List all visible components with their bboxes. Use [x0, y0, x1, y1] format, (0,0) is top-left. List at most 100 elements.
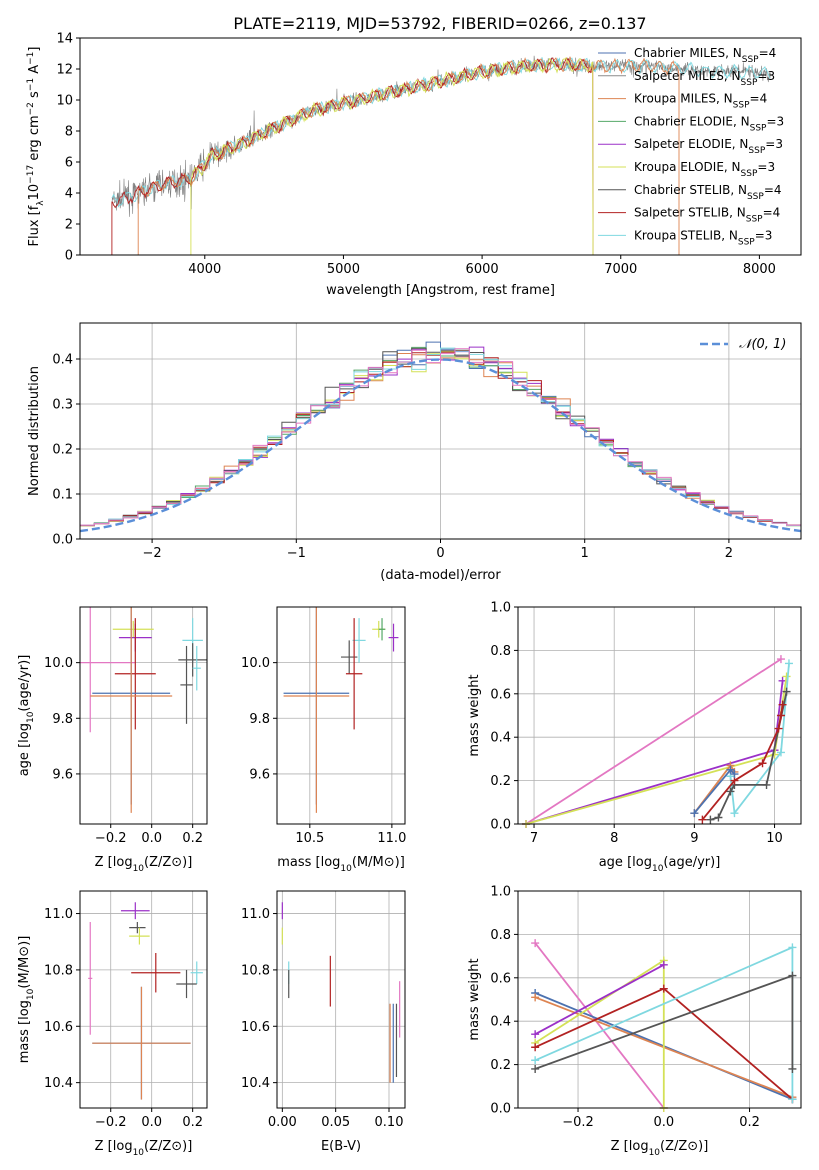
y-axis-label: Flux [fλ10−17 erg cm−2 s−1 A−1] — [26, 47, 46, 247]
y-tick-label: 11.0 — [241, 907, 270, 922]
weight-point — [531, 1043, 540, 1052]
x-tick-label: −2 — [143, 546, 162, 561]
weight-point — [778, 700, 787, 709]
legend-entry: Salpeter STELIB, NSSP=4 — [634, 206, 780, 225]
y-axis-label: mass [log10(M/M⊙)] — [17, 936, 36, 1064]
spectrum-lines — [111, 55, 771, 255]
x-tick-label: 0.05 — [321, 1115, 350, 1130]
weight-point — [776, 655, 785, 664]
weight-point — [788, 971, 797, 980]
legend-entry: 𝒩(0, 1) — [739, 337, 786, 352]
y-tick-label: 9.6 — [249, 767, 270, 782]
weight-point — [659, 960, 668, 969]
x-tick-label: −0.2 — [562, 1115, 594, 1130]
x-tick-label: 0.2 — [739, 1115, 760, 1130]
weight-point — [531, 993, 540, 1002]
weight_vs_Z-frame — [517, 890, 802, 1109]
x-tick-label: 0.0 — [141, 831, 162, 846]
y-tick-label: 9.8 — [52, 712, 73, 727]
y-tick-label: 0.4 — [490, 1015, 511, 1030]
weight-point — [706, 815, 715, 824]
weight-series — [534, 942, 665, 1109]
x-tick-label: 0 — [436, 546, 444, 561]
errorbars — [283, 607, 399, 813]
weight-vs-age-panel: 7 8 9 10 0.0 0.2 0.4 0.6 0.8 1.0 age [log10(age/yr… — [467, 601, 802, 874]
x-axis-label: E(B-V) — [321, 1139, 361, 1154]
errorbars — [88, 902, 203, 1100]
legend-entry: Salpeter MILES, NSSP=3 — [634, 69, 775, 88]
y-tick-label: 1.0 — [490, 601, 511, 616]
x-tick-label: 2 — [725, 546, 733, 561]
x-tick-label: 7000 — [604, 262, 637, 277]
y-tick-label: 0.6 — [490, 971, 511, 986]
y-tick-label: 8 — [65, 125, 73, 140]
weight-point — [690, 809, 699, 818]
y-tick-label: 11.0 — [44, 907, 73, 922]
weight-point — [730, 770, 739, 779]
y-tick-label: 10.6 — [44, 1020, 73, 1035]
mass-vs-EBV-panel: 0.00 0.05 0.10 10.4 10.6 10.8 11.0 E(B-V) — [241, 890, 406, 1154]
x-tick-label: 0.10 — [375, 1115, 404, 1130]
y-axis-label: mass weight — [467, 674, 482, 756]
weight-point — [726, 787, 735, 796]
x-axis-label: wavelength [Angstrom, rest frame] — [326, 283, 555, 298]
histogram-steps — [80, 341, 801, 533]
weight-series — [525, 658, 782, 825]
histogram-series — [80, 348, 801, 529]
y-tick-label: 0.6 — [490, 687, 511, 702]
y-tick-label: 0.0 — [52, 533, 73, 548]
weight-point — [784, 659, 793, 668]
spectrum-model-line — [137, 56, 680, 255]
x-axis-label: mass [log10(M/M⊙)] — [277, 855, 405, 874]
weight-point — [788, 943, 797, 952]
weight-series — [534, 958, 665, 1108]
x-tick-label: −0.2 — [95, 831, 127, 846]
y-tick-label: 0.4 — [490, 731, 511, 746]
weight-point — [762, 780, 771, 789]
weight-point — [782, 672, 791, 681]
x-tick-label: −0.2 — [95, 1115, 127, 1130]
x-tick-label: 10.5 — [295, 831, 324, 846]
weight-point — [788, 1064, 797, 1073]
y-axis-label: age [log10(age/yr)] — [17, 655, 36, 777]
x-tick-label: 7 — [530, 831, 538, 846]
weight-point — [730, 809, 739, 818]
y-tick-label: 10 — [56, 94, 73, 109]
y-tick-label: 0.0 — [490, 1102, 511, 1117]
legend-entry: Chabrier ELODIE, NSSP=3 — [634, 114, 784, 133]
y-tick-label: 0.2 — [52, 443, 73, 458]
age-vs-mass-panel: 10.5 11.0 9.6 9.8 10.0 mass [log10(M/M⊙)] — [241, 606, 406, 874]
age_vs_Z-frame — [79, 606, 208, 825]
y-tick-label: 0.8 — [490, 644, 511, 659]
spectrum-panel: 4000 5000 6000 7000 8000 0 2 4 6 8 10 12 14 Chabrier … — [26, 32, 802, 298]
weight-point — [726, 765, 735, 774]
weight-series — [525, 680, 784, 825]
mass-vs-Z-panel: −0.2 0.0 0.2 10.4 10.6 10.8 11.0 Z [log10(Z/Z⊙)… — [17, 890, 208, 1158]
y-tick-label: 10.0 — [44, 656, 73, 671]
errorbars — [281, 902, 401, 1083]
errorbars — [80, 607, 207, 813]
x-tick-label: 0.2 — [182, 831, 203, 846]
age_vs_mass-frame — [276, 606, 406, 825]
weight-point — [714, 813, 723, 822]
x-tick-label: 8 — [610, 831, 618, 846]
x-axis-label: (data-model)/error — [380, 568, 501, 583]
x-tick-label: 11.0 — [377, 831, 406, 846]
weight-series — [534, 964, 665, 1035]
mass_vs_Z-frame — [79, 890, 208, 1109]
y-tick-label: 4 — [65, 187, 73, 202]
y-tick-label: 0.8 — [490, 928, 511, 943]
x-axis-label: Z [log10(Z/Z⊙)] — [611, 1139, 709, 1158]
y-tick-label: 12 — [56, 63, 73, 78]
x-axis-label: Z [log10(Z/Z⊙)] — [95, 855, 193, 874]
weight-point — [776, 748, 785, 757]
y-axis-label: Normed distribution — [27, 366, 42, 496]
x-tick-label: 0.2 — [182, 1115, 203, 1130]
x-axis-label: Z [log10(Z/Z⊙)] — [95, 1139, 193, 1158]
spectrum-model-line — [190, 56, 594, 255]
y-tick-label: 0.2 — [490, 1058, 511, 1073]
y-tick-label: 9.6 — [52, 767, 73, 782]
legend-entry: Chabrier MILES, NSSP=4 — [634, 46, 776, 65]
x-tick-label: −1 — [287, 546, 306, 561]
y-tick-label: 9.8 — [249, 712, 270, 727]
